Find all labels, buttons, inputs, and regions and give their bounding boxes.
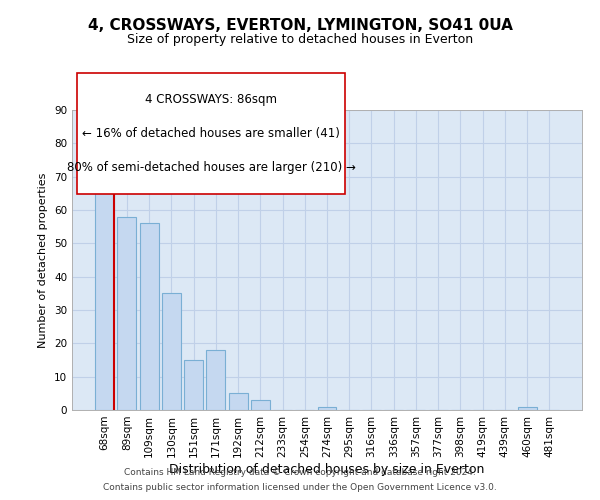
Bar [184,360,203,410]
Y-axis label: Number of detached properties: Number of detached properties [38,172,49,348]
Bar [140,224,158,410]
Text: 80% of semi-detached houses are larger (210) →: 80% of semi-detached houses are larger (… [67,161,355,174]
Text: 4, CROSSWAYS, EVERTON, LYMINGTON, SO41 0UA: 4, CROSSWAYS, EVERTON, LYMINGTON, SO41 0… [88,18,512,32]
X-axis label: Distribution of detached houses by size in Everton: Distribution of detached houses by size … [169,462,485,475]
Text: Size of property relative to detached houses in Everton: Size of property relative to detached ho… [127,32,473,46]
Text: Contains public sector information licensed under the Open Government Licence v3: Contains public sector information licen… [103,483,497,492]
Bar [206,350,225,410]
Bar [251,400,270,410]
Bar [118,216,136,410]
Text: Contains HM Land Registry data © Crown copyright and database right 2024.: Contains HM Land Registry data © Crown c… [124,468,476,477]
Bar [229,394,248,410]
Bar [317,406,337,410]
Bar [95,176,114,410]
Text: 4 CROSSWAYS: 86sqm: 4 CROSSWAYS: 86sqm [145,92,277,106]
Bar [162,294,181,410]
Text: ← 16% of detached houses are smaller (41): ← 16% of detached houses are smaller (41… [82,126,340,140]
Bar [518,406,536,410]
